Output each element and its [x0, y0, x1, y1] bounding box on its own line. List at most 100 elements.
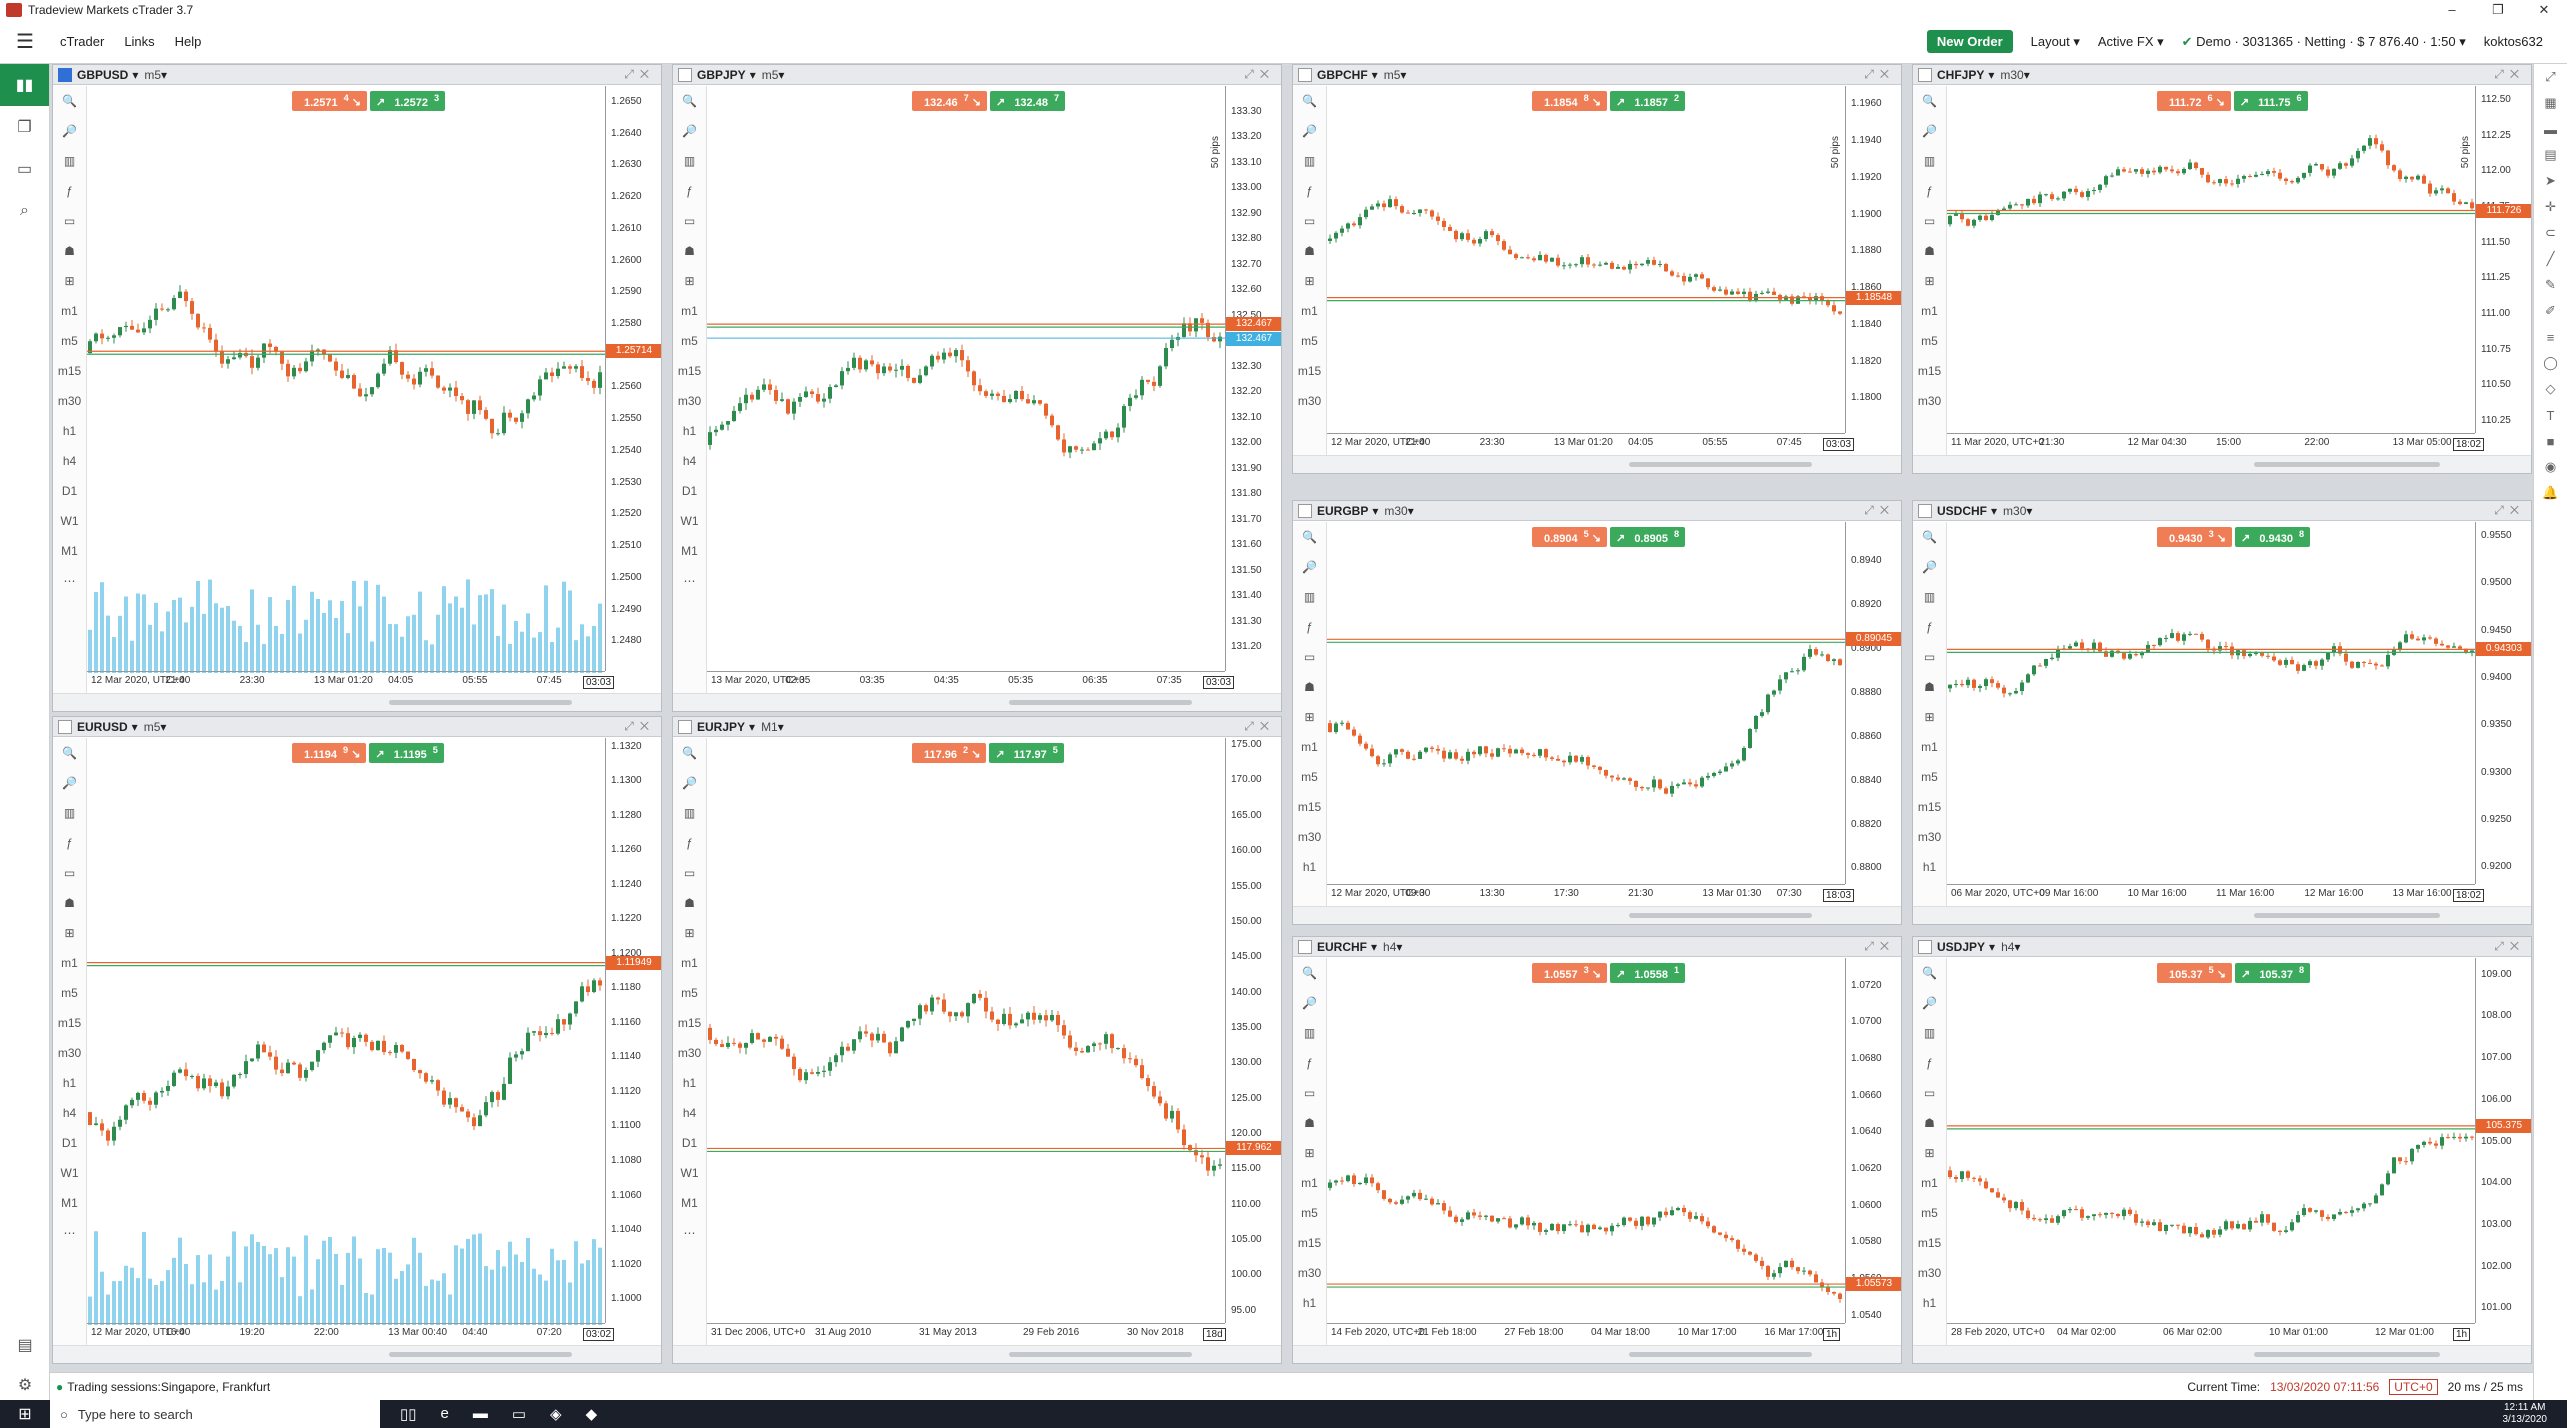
copy-icon[interactable]: ❐ — [17, 119, 32, 136]
tf-m5[interactable]: m5 — [61, 334, 78, 348]
zoom-out-icon[interactable]: 🔎 — [62, 776, 77, 790]
time-axis[interactable]: 06 Mar 2020, UTC+0 09 Mar 16:00 10 Mar 16:… — [1947, 884, 2475, 906]
price-axis[interactable]: 175.00 170.00 165.00 160.00 155.00 150.00 145.… — [1225, 738, 1281, 1323]
template-icon[interactable]: ▭ — [683, 214, 696, 228]
scrollbar-thumb[interactable] — [2254, 462, 2440, 467]
buy-button[interactable]: ↗ 1.1195 5 — [369, 743, 444, 763]
timeframe-selector[interactable]: m5 — [1383, 67, 1401, 82]
screenshot-icon[interactable]: ⊞ — [1304, 1146, 1315, 1160]
maximize-button[interactable]: ❐ — [2492, 2, 2504, 17]
tf-mn1[interactable]: M1 — [681, 544, 698, 558]
tf-mn1[interactable]: M1 — [61, 1196, 78, 1210]
indicator-icon[interactable]: ƒ — [66, 836, 73, 850]
zoom-in-icon[interactable]: 🔍 — [62, 746, 77, 760]
tf-m1[interactable]: m1 — [681, 956, 698, 970]
tf-m30[interactable]: m30 — [1297, 830, 1322, 844]
symbol-selector[interactable]: EURUSD — [77, 719, 128, 734]
tf-d1[interactable]: D1 — [61, 1136, 78, 1150]
chart-window-controls[interactable]: ⤢✕ — [1864, 503, 1895, 517]
active-symbol-dropdown[interactable]: Active FX ▾ — [2097, 33, 2164, 49]
chart-window-controls[interactable]: ⤢✕ — [624, 67, 655, 81]
sell-button[interactable]: 105.37 5 ↘ — [2157, 963, 2233, 983]
buy-button[interactable]: ↗ 132.48 7 — [990, 91, 1066, 111]
symbol-selector[interactable]: EURJPY — [697, 719, 746, 734]
shape-icon[interactable]: ◇ — [2545, 381, 2556, 396]
zoom-in-icon[interactable]: 🔍 — [1302, 966, 1317, 980]
buy-button[interactable]: ↗ 117.97 5 — [989, 743, 1064, 763]
tf-h1[interactable]: h1 — [62, 1076, 77, 1090]
tf-m15[interactable]: m15 — [1917, 800, 1942, 814]
price-axis[interactable]: 1.0720 1.0700 1.0680 1.0660 1.0640 1.0620 1.06… — [1845, 958, 1901, 1323]
color-icon[interactable]: ■ — [2546, 433, 2555, 449]
symbol-dropdown-icon[interactable]: ▾ — [131, 719, 138, 734]
chart-scrollbar[interactable] — [1293, 906, 1901, 924]
users-icon[interactable]: ☗ — [684, 896, 695, 910]
indicator-icon[interactable]: ƒ — [1926, 1056, 1933, 1070]
time-axis[interactable]: 13 Mar 2020, UTC+0 02:35 03:35 04:35 05:35 06… — [707, 671, 1225, 693]
time-axis[interactable]: 31 Dec 2006, UTC+0 31 Aug 2010 31 May 2013… — [707, 1323, 1225, 1345]
tf-m30[interactable]: m30 — [677, 394, 702, 408]
screenshot-icon[interactable]: ⊞ — [1304, 710, 1315, 724]
timeframe-selector[interactable]: h4 — [1383, 939, 1397, 954]
chart-panel-usdchf[interactable]: USDCHF ▾ m30 ▾ ⤢✕ 🔍 🔎 ▥ ƒ ▭ ☗ ⊞ m1 m5 m15 m30 h1 0.9430 3… — [1912, 500, 2532, 925]
users-icon[interactable]: ☗ — [1924, 680, 1935, 694]
minimize-button[interactable]: – — [2448, 2, 2456, 17]
sell-button[interactable]: 132.46 7 ↘ — [912, 91, 988, 111]
tf-w1[interactable]: W1 — [60, 514, 79, 528]
symbol-selector[interactable]: USDCHF — [1937, 503, 1987, 518]
scrollbar-thumb[interactable] — [388, 1352, 572, 1357]
ctrader-alt-icon[interactable]: ◆ — [585, 1406, 598, 1423]
menu-links[interactable]: Links — [124, 34, 155, 49]
chart-window-controls[interactable]: ⤢✕ — [1864, 939, 1895, 953]
chart-panel-usdjpy[interactable]: USDJPY ▾ h4 ▾ ⤢✕ 🔍 🔎 ▥ ƒ ▭ ☗ ⊞ m1 m5 m15 m30 h1 105.37 5 … — [1912, 936, 2532, 1364]
chart-scrollbar[interactable] — [673, 1345, 1281, 1363]
zoom-in-icon[interactable]: 🔍 — [682, 94, 697, 108]
symbol-dropdown-icon[interactable]: ▾ — [132, 67, 139, 82]
windows-start-icon[interactable]: ⊞ — [18, 1406, 32, 1423]
chart-plot-area[interactable] — [1327, 522, 1847, 886]
zoom-out-icon[interactable]: 🔎 — [1302, 996, 1317, 1010]
symbol-dropdown-icon[interactable]: ▾ — [749, 67, 756, 82]
tf-m5[interactable]: m5 — [681, 986, 698, 1000]
more-icon[interactable]: ⋯ — [63, 1226, 76, 1240]
chart-panel-eurjpy[interactable]: EURJPY ▾ M1 ▾ ⤢✕ 🔍 🔎 ▥ ƒ ▭ ☗ ⊞ m1 m5 m15 m30 h1 h4 D1 W1 M1… — [672, 716, 1282, 1364]
tf-h1[interactable]: h1 — [62, 424, 77, 438]
tf-m1[interactable]: m1 — [61, 304, 78, 318]
bars-icon[interactable]: ▥ — [1303, 154, 1316, 168]
zoom-in-icon[interactable]: 🔍 — [1302, 94, 1317, 108]
expand-icon[interactable]: ⤢ — [2545, 69, 2556, 84]
trade-icon[interactable]: ▮▮ — [0, 64, 49, 106]
symbol-dropdown-icon[interactable]: ▾ — [1991, 503, 1998, 518]
scrollbar-thumb[interactable] — [1628, 913, 1812, 918]
tf-m30[interactable]: m30 — [1297, 394, 1322, 408]
tf-m30[interactable]: m30 — [57, 394, 82, 408]
bars-icon[interactable]: ▥ — [63, 154, 76, 168]
symbol-dropdown-icon[interactable]: ▾ — [749, 719, 756, 734]
indicator-icon[interactable]: ƒ — [686, 836, 693, 850]
tf-m1[interactable]: m1 — [1301, 1176, 1318, 1190]
zoom-in-icon[interactable]: 🔍 — [1922, 966, 1937, 980]
buy-button[interactable]: ↗ 0.8905 8 — [1610, 527, 1686, 547]
chart-plot-area[interactable] — [1327, 958, 1847, 1325]
template-icon[interactable]: ▭ — [63, 866, 76, 880]
timeframe-selector[interactable]: h4 — [2001, 939, 2015, 954]
price-axis[interactable]: 112.50112.25112.00111.75111.50111.25111.… — [2460, 86, 2531, 433]
hamburger-icon[interactable]: ☰ — [16, 31, 34, 53]
sell-button[interactable]: 0.9430 3 ↘ — [2157, 527, 2233, 547]
tf-m1[interactable]: m1 — [1921, 740, 1938, 754]
timeframe-dropdown-icon[interactable]: ▾ — [778, 67, 785, 82]
edge-icon[interactable]: e — [440, 1405, 449, 1422]
time-axis[interactable]: 12 Mar 2020, UTC+0 21:40 23:30 13 Mar 01:20… — [87, 671, 605, 693]
tf-mn1[interactable]: M1 — [61, 544, 78, 558]
zoom-in-icon[interactable]: 🔍 — [1922, 94, 1937, 108]
tf-m15[interactable]: m15 — [1297, 364, 1322, 378]
tf-m5[interactable]: m5 — [1301, 334, 1318, 348]
users-icon[interactable]: ☗ — [1924, 1116, 1935, 1130]
chart-panel-gbpusd[interactable]: GBPUSD ▾ m5 ▾ ⤢✕ 🔍 🔎 ▥ ƒ ▭ ☗ ⊞ m1 m5 m15 m30 h1 h4 D1 W1 M1… — [52, 64, 662, 712]
indicator-icon[interactable]: ƒ — [1926, 184, 1933, 198]
settings-icon[interactable]: ⚙ — [17, 1377, 33, 1394]
chart-window-controls[interactable]: ⤢✕ — [1244, 67, 1275, 81]
tf-m30[interactable]: m30 — [57, 1046, 82, 1060]
tf-h1[interactable]: h1 — [1922, 860, 1937, 874]
symbol-selector[interactable]: EURGBP — [1317, 503, 1369, 518]
